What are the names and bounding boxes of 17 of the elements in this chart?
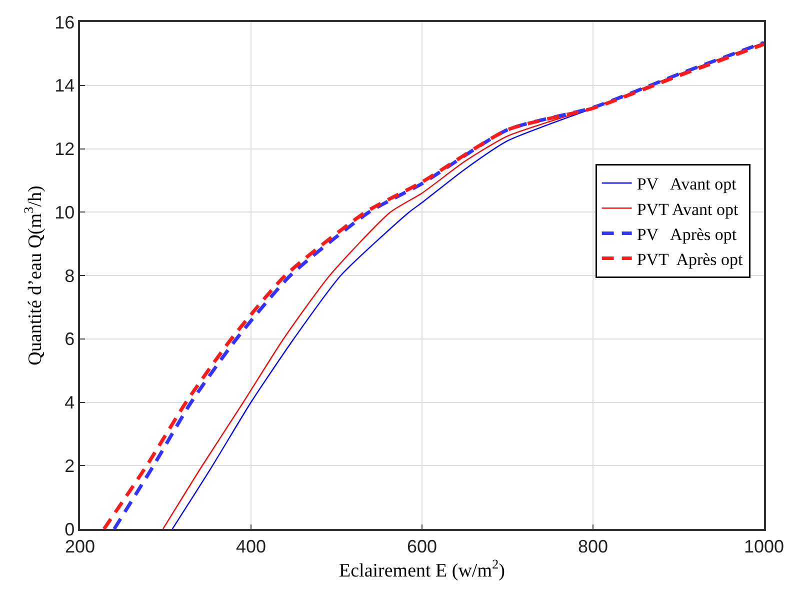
y-tick-label: 4 [64,392,75,413]
x-tick-label: 1000 [744,536,784,556]
y-tick-label: 10 [54,202,75,222]
y-tick-label: 6 [64,329,75,350]
y-tick-label: 14 [54,76,75,96]
legend-label: PV Avant opt [636,174,737,194]
x-axis-title: Eclairement E (w/m$^{2}$) [339,556,505,582]
y-tick-label: 12 [54,139,75,160]
x-tick-label: 400 [236,536,266,556]
x-tick-label: 600 [406,536,438,556]
legend-label: PVT Après opt [636,250,744,269]
x-tick-label: 800 [578,536,608,556]
legend-label: PV Après opt [636,224,737,244]
legend-label: PVT Avant opt [636,200,738,219]
y-tick-label: 8 [64,266,75,286]
y-tick-label: 2 [64,456,75,476]
y-tick-label: 16 [54,12,75,32]
